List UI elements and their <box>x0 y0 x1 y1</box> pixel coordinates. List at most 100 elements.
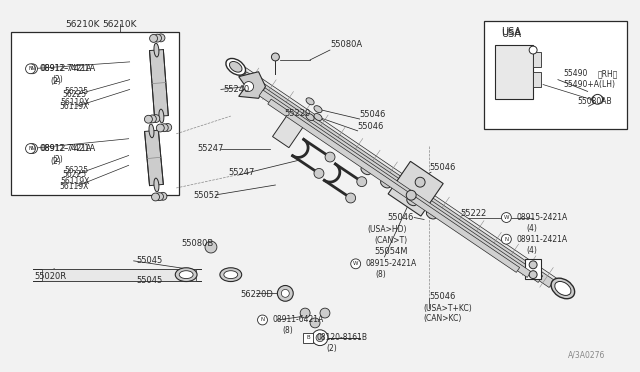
Ellipse shape <box>306 98 314 105</box>
Text: N: N <box>31 66 35 71</box>
Ellipse shape <box>426 211 436 219</box>
Text: 56225: 56225 <box>64 87 88 96</box>
Ellipse shape <box>314 106 322 113</box>
Bar <box>42 269 196 280</box>
Text: 56119X: 56119X <box>60 182 89 190</box>
Text: 55247: 55247 <box>228 168 255 177</box>
Text: 56210K: 56210K <box>102 20 137 29</box>
Text: 56225: 56225 <box>64 166 88 175</box>
Ellipse shape <box>149 124 154 138</box>
Text: (2): (2) <box>326 344 337 353</box>
Polygon shape <box>273 114 305 148</box>
Circle shape <box>157 34 165 42</box>
Text: 55054M: 55054M <box>374 247 408 256</box>
Text: 56225: 56225 <box>62 170 86 179</box>
Circle shape <box>310 318 320 328</box>
Polygon shape <box>150 49 168 116</box>
Circle shape <box>351 259 361 269</box>
Circle shape <box>257 315 268 325</box>
Text: 55046: 55046 <box>360 110 386 119</box>
Text: N: N <box>28 146 33 151</box>
Text: (USA>HD): (USA>HD) <box>368 225 407 234</box>
Circle shape <box>156 193 163 201</box>
Text: 55080B: 55080B <box>181 238 214 248</box>
Text: 08912-7421A: 08912-7421A <box>40 64 96 73</box>
Text: 08915-2421A: 08915-2421A <box>365 259 417 268</box>
Circle shape <box>164 124 172 131</box>
Circle shape <box>282 289 289 297</box>
Circle shape <box>356 177 367 187</box>
Circle shape <box>300 308 310 318</box>
Text: 56210K: 56210K <box>65 20 99 29</box>
Bar <box>525 259 541 279</box>
Circle shape <box>593 94 602 104</box>
Polygon shape <box>239 72 266 98</box>
Circle shape <box>205 241 217 253</box>
Text: 08912-7421A: 08912-7421A <box>40 64 92 73</box>
Text: (4): (4) <box>526 224 537 233</box>
Ellipse shape <box>306 113 314 121</box>
Circle shape <box>501 234 511 244</box>
Circle shape <box>277 285 293 301</box>
Bar <box>533 52 541 67</box>
Text: (2): (2) <box>52 75 63 84</box>
Circle shape <box>501 212 511 222</box>
Text: A/3A0276: A/3A0276 <box>568 351 605 360</box>
Circle shape <box>150 35 157 42</box>
Ellipse shape <box>175 268 197 282</box>
Ellipse shape <box>154 43 159 57</box>
Circle shape <box>159 192 167 200</box>
Text: 56119X: 56119X <box>60 102 89 111</box>
Text: 08915-2421A: 08915-2421A <box>516 213 568 222</box>
Text: 08912-7421A: 08912-7421A <box>40 144 92 153</box>
Circle shape <box>244 81 253 92</box>
Circle shape <box>415 177 425 187</box>
Text: 08912-7421A: 08912-7421A <box>40 144 96 153</box>
Text: 56225: 56225 <box>62 90 86 99</box>
Text: (8): (8) <box>282 326 293 335</box>
Text: 〈RH〉: 〈RH〉 <box>598 69 618 78</box>
Polygon shape <box>268 99 520 272</box>
Text: 55080AB: 55080AB <box>578 97 612 106</box>
Text: 55247: 55247 <box>197 144 223 153</box>
Circle shape <box>316 334 324 341</box>
Ellipse shape <box>159 109 164 123</box>
Text: 08911-2421A: 08911-2421A <box>516 235 568 244</box>
Circle shape <box>529 46 537 54</box>
Bar <box>533 72 541 87</box>
Circle shape <box>145 115 152 123</box>
Polygon shape <box>233 63 566 292</box>
Circle shape <box>312 330 328 346</box>
Text: 55045: 55045 <box>136 276 163 285</box>
Text: 55490: 55490 <box>563 69 588 78</box>
Text: N: N <box>504 237 508 242</box>
Polygon shape <box>250 81 543 282</box>
Circle shape <box>325 152 335 162</box>
Circle shape <box>156 124 164 132</box>
Circle shape <box>529 271 537 279</box>
Text: 08911-6421A: 08911-6421A <box>273 315 324 324</box>
Circle shape <box>152 193 159 201</box>
Bar <box>11 32 179 195</box>
Ellipse shape <box>314 113 322 121</box>
Text: N: N <box>260 317 264 323</box>
Ellipse shape <box>381 180 390 188</box>
Circle shape <box>148 115 156 123</box>
Text: 56220D: 56220D <box>241 290 273 299</box>
Text: (USA>T+KC): (USA>T+KC) <box>423 304 472 312</box>
Circle shape <box>314 169 324 178</box>
Text: 55046: 55046 <box>429 163 456 172</box>
Circle shape <box>160 124 168 132</box>
Text: 55020R: 55020R <box>35 272 67 281</box>
Text: W: W <box>504 215 509 220</box>
Text: (CAN>T): (CAN>T) <box>374 236 407 245</box>
Ellipse shape <box>230 61 242 72</box>
Text: 56119X: 56119X <box>60 177 90 186</box>
Circle shape <box>26 144 35 154</box>
Text: 08120-8161B: 08120-8161B <box>316 333 367 342</box>
Text: (2): (2) <box>52 155 63 164</box>
Text: USA: USA <box>501 29 522 39</box>
Ellipse shape <box>179 271 193 279</box>
Ellipse shape <box>220 268 242 282</box>
Text: 55046: 55046 <box>358 122 384 131</box>
